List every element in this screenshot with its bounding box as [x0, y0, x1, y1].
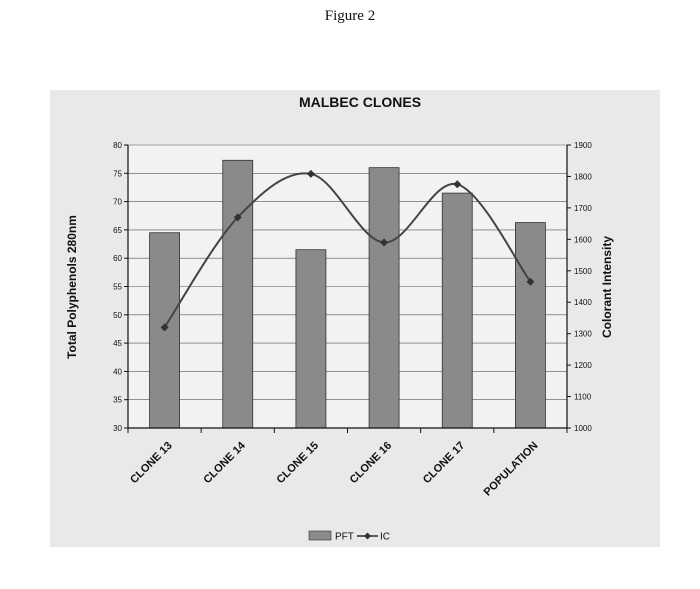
- ic-point: [526, 277, 535, 286]
- ic-point: [453, 180, 462, 189]
- line-ic: [163, 172, 532, 328]
- y2-axis-title: Colorant Intensity: [600, 236, 614, 338]
- y2-tick-label: 1300: [574, 330, 592, 339]
- bar-pft: [222, 159, 254, 429]
- y-tick-label: 70: [113, 198, 122, 207]
- y-tick-label: 80: [113, 141, 122, 150]
- bar-pft: [441, 192, 473, 429]
- bar-pft: [295, 249, 327, 429]
- x-category-label: CLONE 16: [348, 440, 395, 487]
- y-tick-label: 40: [113, 367, 122, 376]
- y-tick-label: 75: [113, 169, 122, 178]
- x-category-label: CLONE 13: [128, 440, 175, 487]
- y2-tick-label: 1900: [574, 141, 592, 150]
- x-category-label: CLONE 17: [421, 440, 468, 487]
- y-tick-label: 65: [113, 226, 122, 235]
- y2-tick-label: 1000: [574, 424, 592, 433]
- legend-label-ic: IC: [380, 532, 390, 543]
- bar-pft: [368, 167, 400, 429]
- y2-tick-label: 1700: [574, 204, 592, 213]
- y2-tick-label: 1500: [574, 267, 592, 276]
- y-tick-label: 35: [113, 396, 122, 405]
- y-axis-title: Total Polyphenols 280nm: [65, 215, 79, 359]
- x-category-label: CLONE 15: [275, 440, 322, 487]
- x-category-label: CLONE 14: [201, 439, 248, 486]
- ic-point: [160, 323, 169, 332]
- y-tick-label: 30: [113, 424, 122, 433]
- ic-point: [306, 169, 315, 178]
- bar-pft: [515, 222, 546, 429]
- y2-tick-label: 1800: [574, 172, 592, 181]
- y2-tick-label: 1400: [574, 298, 592, 307]
- y-tick-label: 55: [113, 283, 122, 292]
- legend-swatch-pft: [308, 530, 332, 541]
- legend-marker-ic: [364, 532, 371, 540]
- ic-point: [233, 213, 242, 222]
- y2-tick-label: 1600: [574, 235, 592, 244]
- figure-label: Figure 2: [324, 8, 376, 24]
- y-tick-label: 50: [113, 311, 122, 320]
- y-tick-label: 60: [113, 254, 122, 263]
- y-tick-label: 45: [113, 339, 122, 348]
- x-category-label: POPULATION: [482, 440, 541, 499]
- y2-tick-label: 1100: [574, 393, 592, 402]
- y2-tick-label: 1200: [574, 361, 592, 370]
- chart-title: MALBEC CLONES: [299, 94, 421, 110]
- legend-label-pft: PFT: [335, 532, 354, 543]
- ic-point: [380, 238, 389, 247]
